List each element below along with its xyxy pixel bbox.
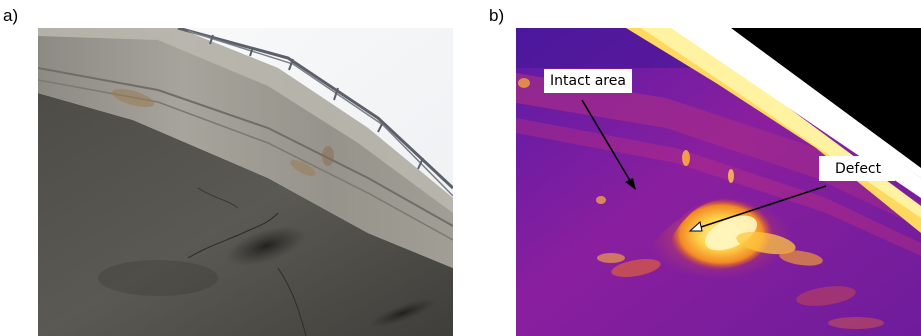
bridge-photo — [38, 28, 453, 336]
thermal-image-graphic — [516, 28, 921, 336]
intact-area-callout: Intact area — [544, 69, 632, 93]
bridge-photo-graphic — [38, 28, 453, 336]
panel-b-label: b) — [489, 6, 505, 25]
defect-callout: Defect — [819, 156, 896, 181]
intact-arrow — [581, 99, 633, 185]
defect-arrow — [697, 185, 827, 229]
panel-a-label: a) — [3, 6, 19, 25]
thermal-image: Intact area Defect — [516, 28, 921, 336]
